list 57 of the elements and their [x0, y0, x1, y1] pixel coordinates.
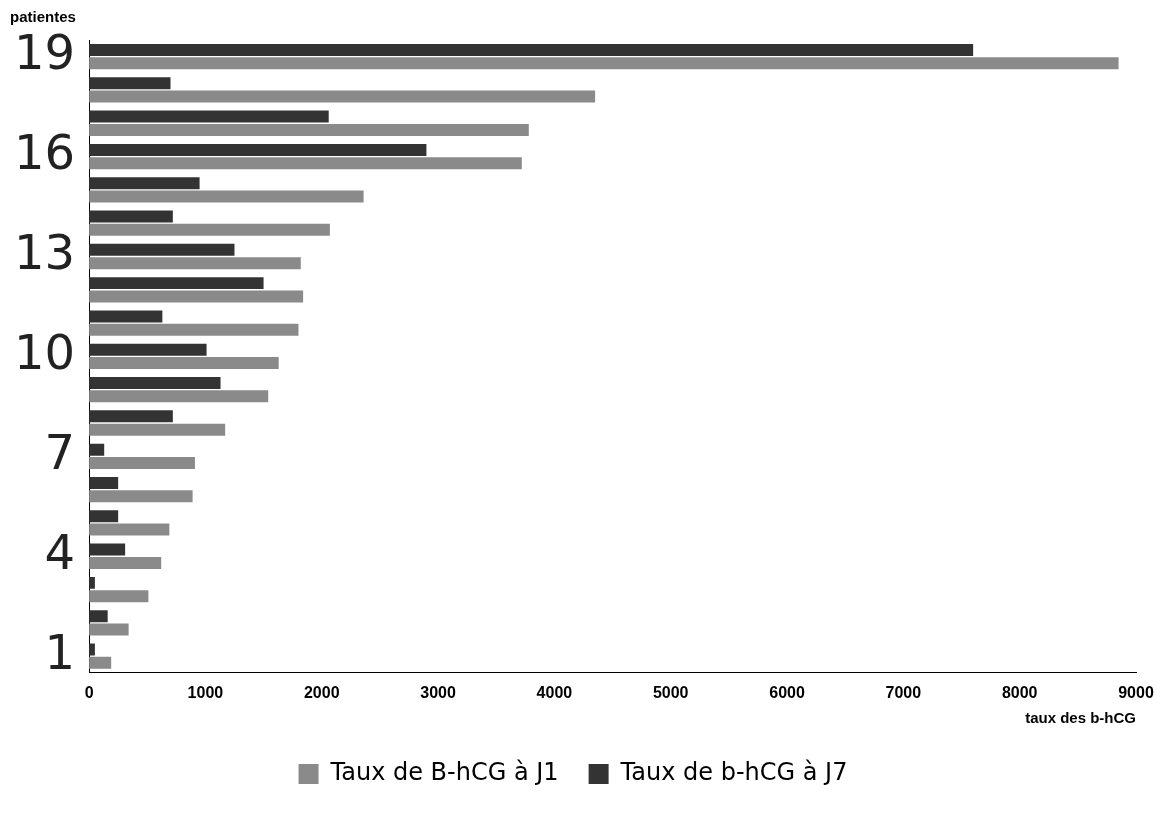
bar	[89, 223, 330, 236]
bar	[89, 77, 171, 90]
bar	[89, 157, 522, 170]
y-tick-label: 4	[44, 523, 76, 580]
x-tick-label: 4000	[536, 683, 573, 701]
bar	[89, 423, 226, 436]
bar	[89, 476, 119, 489]
bar	[89, 243, 235, 256]
bar	[89, 90, 596, 103]
bar	[89, 290, 304, 303]
bar	[89, 410, 173, 423]
bar	[89, 443, 105, 456]
bar	[89, 143, 427, 156]
bar	[89, 623, 129, 636]
y-tick-label: 19	[14, 24, 76, 81]
x-tick-label: 0	[84, 683, 94, 701]
y-tick-label: 1	[44, 623, 76, 680]
y-tick-label: 13	[14, 223, 76, 280]
bar	[89, 523, 170, 536]
x-tick-label: 8000	[1001, 683, 1038, 701]
legend-label: Taux de B-hCG à J1	[329, 758, 559, 787]
x-tick-label: 3000	[420, 683, 456, 701]
bar	[89, 510, 119, 523]
x-tick-label: 5000	[652, 683, 689, 701]
bar	[89, 210, 173, 223]
bar	[89, 44, 974, 56]
bar	[89, 110, 329, 123]
bar	[89, 323, 299, 336]
bar	[89, 257, 301, 270]
bar	[89, 610, 108, 623]
bar	[89, 123, 529, 136]
bar	[89, 656, 112, 669]
bar	[89, 310, 163, 323]
y-axis-title: patientes	[10, 8, 76, 25]
bar	[89, 556, 162, 569]
bar	[89, 590, 149, 603]
bar	[89, 277, 264, 290]
bar	[89, 390, 269, 403]
bar	[89, 377, 221, 390]
bar	[89, 343, 207, 356]
x-tick-label: 1000	[187, 683, 224, 701]
y-tick-label: 10	[14, 323, 76, 380]
legend-label: Taux de b-hCG à J7	[619, 758, 848, 787]
y-tick-label: 16	[14, 124, 76, 181]
x-tick-label: 2000	[303, 683, 340, 701]
bar	[89, 357, 279, 370]
bar	[89, 543, 126, 556]
bar	[89, 456, 195, 469]
bar	[89, 490, 193, 503]
x-tick-label: 6000	[769, 683, 805, 701]
bar	[89, 177, 200, 190]
x-axis-title: taux des b-hCG	[1025, 709, 1136, 727]
bar	[89, 57, 1119, 70]
x-tick-label: 7000	[885, 683, 922, 701]
y-tick-label: 7	[44, 423, 76, 480]
bar	[89, 190, 364, 203]
x-tick-label: 9000	[1118, 683, 1154, 701]
